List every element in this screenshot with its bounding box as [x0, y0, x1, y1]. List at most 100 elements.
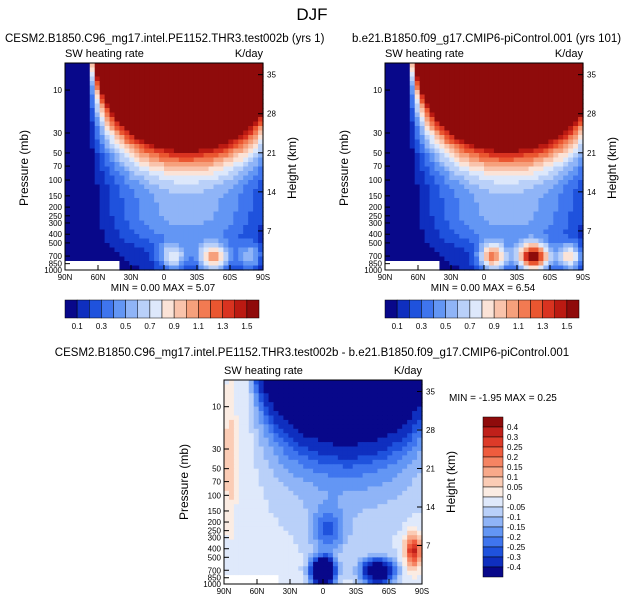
field-cell [308, 406, 314, 412]
field-cell [424, 180, 431, 186]
field-cell [347, 388, 354, 394]
field-cell [198, 148, 205, 154]
field-cell [99, 216, 106, 222]
field-cell [464, 265, 470, 271]
field-cell [518, 90, 525, 96]
field-cell [168, 90, 175, 96]
field-cell [484, 117, 490, 123]
field-cell [568, 198, 574, 204]
field-cell [568, 72, 574, 78]
field-cell [469, 207, 475, 213]
field-cell [323, 424, 329, 430]
field-cell [168, 180, 175, 186]
field-cell [367, 459, 374, 465]
field-cell [538, 112, 544, 118]
field-cell [389, 265, 396, 271]
field-cell [424, 117, 431, 123]
field-cell [213, 144, 220, 150]
field-cell [342, 406, 349, 412]
field-cell [84, 234, 91, 240]
field-cell [173, 265, 180, 271]
field-cell [218, 76, 224, 82]
field-cell [258, 424, 265, 430]
field-cell [493, 144, 500, 150]
field-cell [74, 202, 81, 208]
field-cell [318, 437, 324, 443]
field-cell [382, 397, 388, 403]
field-cell [337, 437, 344, 443]
field-cell [389, 144, 396, 150]
field-cell [134, 225, 140, 231]
field-cell [134, 63, 140, 69]
field-cell [193, 261, 200, 267]
field-cell [449, 256, 455, 262]
field-cell [493, 256, 500, 262]
field-cell [409, 211, 416, 217]
field-cell [178, 153, 185, 159]
field-cell [139, 90, 145, 96]
field-cell [412, 464, 418, 470]
field-cell [444, 175, 450, 181]
y-tick-label: 500 [49, 239, 63, 248]
field-cell [553, 175, 559, 181]
field-cell [253, 238, 259, 244]
field-cell [533, 148, 540, 154]
field-cell [404, 67, 411, 73]
field-cell [394, 144, 401, 150]
field-cell [399, 256, 406, 262]
field-cell [347, 455, 354, 461]
field-cell [318, 446, 324, 452]
field-cell [439, 81, 445, 87]
field-cell [154, 247, 160, 253]
field-cell [89, 171, 96, 177]
field-cell [387, 380, 393, 386]
field-cell [454, 90, 460, 96]
field-cell [424, 139, 431, 145]
field-cell [347, 419, 354, 425]
field-cell [129, 99, 135, 105]
field-cell [402, 446, 408, 452]
field-cell [268, 504, 275, 510]
field-cell [198, 85, 205, 91]
field-cell [518, 139, 525, 145]
field-cell [419, 202, 426, 208]
field-cell [243, 99, 249, 105]
field-cell [362, 415, 369, 421]
field-cell [79, 148, 86, 154]
field-cell [543, 63, 549, 69]
colorbar-swatch [173, 299, 187, 319]
field-cell [228, 144, 234, 150]
field-cell [419, 76, 426, 82]
field-cell [154, 220, 160, 226]
colorbar-label: 0.7 [144, 322, 156, 331]
field-cell [518, 225, 525, 231]
field-cell [224, 415, 230, 421]
field-cell [79, 234, 86, 240]
field-cell [424, 63, 431, 69]
field-cell [493, 252, 500, 258]
field-cell [484, 76, 490, 82]
field-cell [74, 162, 81, 168]
field-cell [94, 193, 101, 199]
field-cell [258, 415, 265, 421]
field-cell [228, 126, 234, 132]
field-cell [99, 252, 106, 258]
field-cell [394, 175, 401, 181]
field-cell [404, 139, 411, 145]
field-cell [409, 229, 416, 235]
field-cell [503, 117, 510, 123]
field-cell [429, 211, 436, 217]
field-cell [233, 63, 239, 69]
field-cell [352, 424, 359, 430]
field-cell [367, 450, 374, 456]
min-max-text: MIN = 0.00 MAX = 6.54 [431, 283, 536, 294]
field-cell [94, 153, 101, 159]
field-cell [568, 175, 574, 181]
field-cell [198, 180, 205, 186]
field-cell [412, 397, 418, 403]
field-cell [213, 189, 220, 195]
field-cell [228, 252, 234, 258]
field-cell [362, 393, 369, 399]
field-cell [469, 189, 475, 195]
field-cell [533, 121, 540, 127]
